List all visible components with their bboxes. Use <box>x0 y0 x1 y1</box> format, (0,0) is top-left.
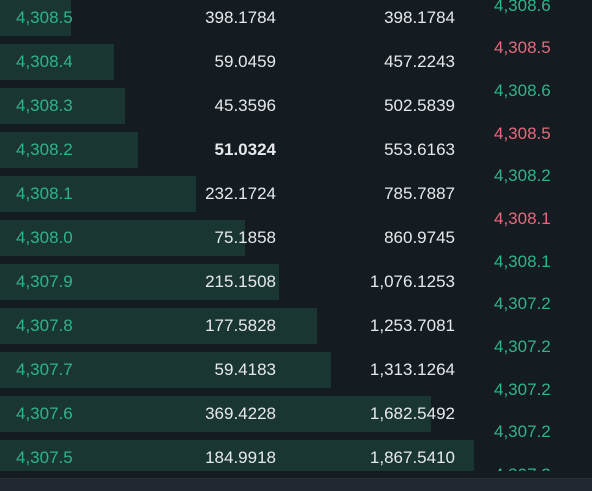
order-book-row[interactable]: 4,308.2 51.0324 553.6163 <box>0 128 478 172</box>
order-book-row[interactable]: 4,307.5 184.9918 1,867.5410 <box>0 436 478 480</box>
row-total: 502.5839 <box>384 96 455 115</box>
order-book-row[interactable]: 4,308.5 398.1784 398.1784 <box>0 0 478 40</box>
depth-bar <box>0 352 331 388</box>
row-size: 75.1858 <box>214 228 276 247</box>
trade-price: 4,308.2 <box>494 166 551 185</box>
order-book-row[interactable]: 4,307.7 59.4183 1,313.1264 <box>0 348 478 392</box>
row-price: 4,308.3 <box>16 96 73 115</box>
order-book-row[interactable]: 4,308.0 75.1858 860.9745 <box>0 216 478 260</box>
depth-bar <box>0 88 125 124</box>
depth-bar <box>0 308 317 344</box>
recent-trades: 4,308.6 4,308.5 4,308.6 4,308.5 4,308.2 … <box>478 0 592 491</box>
trade-price: 4,307.2 <box>494 380 551 399</box>
trade-price: 4,307.2 <box>494 337 551 356</box>
row-price: 4,308.5 <box>16 8 73 27</box>
row-price: 4,307.8 <box>16 316 73 335</box>
row-size: 232.1724 <box>205 184 276 203</box>
row-size: 215.1508 <box>205 272 276 291</box>
row-size: 59.4183 <box>214 360 276 379</box>
row-total: 398.1784 <box>384 8 455 27</box>
row-size: 369.4228 <box>205 404 276 423</box>
row-total: 1,313.1264 <box>369 360 455 379</box>
row-price: 4,308.0 <box>16 228 73 247</box>
trade-price: 4,308.5 <box>494 124 551 143</box>
row-total: 553.6163 <box>384 140 455 159</box>
trade-price: 4,308.1 <box>494 252 551 271</box>
depth-bar <box>0 396 431 432</box>
row-size: 59.0459 <box>214 52 276 71</box>
depth-bar <box>0 220 245 256</box>
depth-bar <box>0 0 71 36</box>
horizontal-scrollbar[interactable] <box>0 478 592 491</box>
row-size: 45.3596 <box>214 96 276 115</box>
row-size: 177.5828 <box>205 316 276 335</box>
order-book: 4,308.5 398.1784 398.1784 4,308.4 59.045… <box>0 0 478 480</box>
row-total: 785.7887 <box>384 184 455 203</box>
row-total: 1,682.5492 <box>369 404 455 423</box>
order-book-row[interactable]: 4,307.9 215.1508 1,076.1253 <box>0 260 478 304</box>
order-book-row[interactable]: 4,308.4 59.0459 457.2243 <box>0 40 478 84</box>
row-price: 4,308.4 <box>16 52 73 71</box>
row-total: 1,867.5410 <box>369 448 455 467</box>
order-book-row[interactable]: 4,308.1 232.1724 785.7887 <box>0 172 478 216</box>
trade-price: 4,308.6 <box>494 81 551 100</box>
depth-bar <box>0 264 279 300</box>
row-total: 1,253.7081 <box>369 316 455 335</box>
depth-bar <box>0 176 196 212</box>
depth-bar <box>0 44 114 80</box>
row-price: 4,307.9 <box>16 272 73 291</box>
row-price: 4,308.1 <box>16 184 73 203</box>
row-price: 4,307.7 <box>16 360 73 379</box>
row-total: 1,076.1253 <box>369 272 455 291</box>
trade-price: 4,307.2 <box>494 422 551 441</box>
row-size: 51.0324 <box>214 140 276 159</box>
row-total: 860.9745 <box>384 228 455 247</box>
trade-price: 4,308.6 <box>494 0 551 15</box>
row-price: 4,307.5 <box>16 448 73 467</box>
trade-price: 4,308.5 <box>494 38 551 57</box>
row-size: 184.9918 <box>205 448 276 467</box>
depth-bar <box>0 440 474 476</box>
order-book-row[interactable]: 4,307.8 177.5828 1,253.7081 <box>0 304 478 348</box>
trade-price: 4,308.1 <box>494 209 551 228</box>
row-price: 4,308.2 <box>16 140 73 159</box>
row-total: 457.2243 <box>384 52 455 71</box>
order-book-row[interactable]: 4,307.6 369.4228 1,682.5492 <box>0 392 478 436</box>
trade-price: 4,307.2 <box>494 294 551 313</box>
depth-bar <box>0 132 138 168</box>
row-price: 4,307.6 <box>16 404 73 423</box>
order-book-row[interactable]: 4,308.3 45.3596 502.5839 <box>0 84 478 128</box>
row-size: 398.1784 <box>205 8 276 27</box>
bottom-spacer <box>0 471 592 479</box>
